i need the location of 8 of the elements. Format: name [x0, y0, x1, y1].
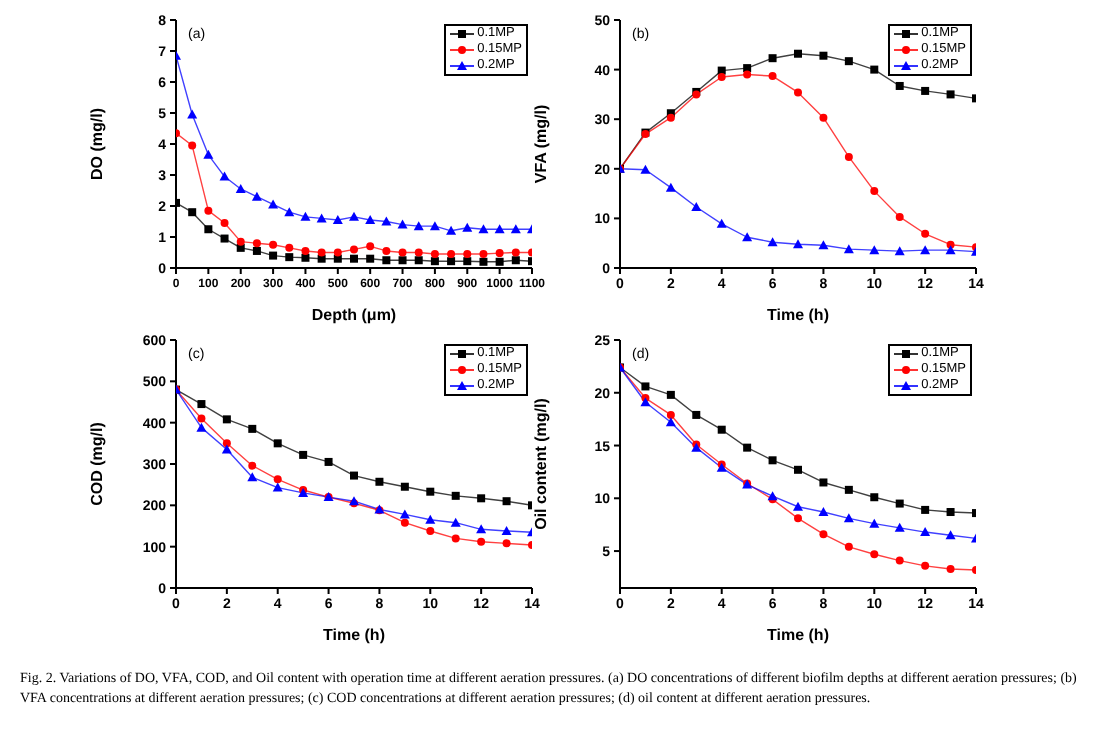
y-axis-title: Oil content (mg/l) [531, 397, 550, 530]
y-axis-title: DO (mg/l) [87, 107, 106, 180]
y-axis-title: COD (mg/l) [87, 421, 106, 506]
x-axis-title: Time (h) [767, 306, 830, 324]
x-axis-title: Time (h) [323, 626, 386, 644]
y-axis-title: VFA (mg/l) [531, 104, 550, 184]
x-axis-title: Time (h) [767, 626, 830, 644]
x-axis-title: Depth (μm) [311, 306, 397, 324]
